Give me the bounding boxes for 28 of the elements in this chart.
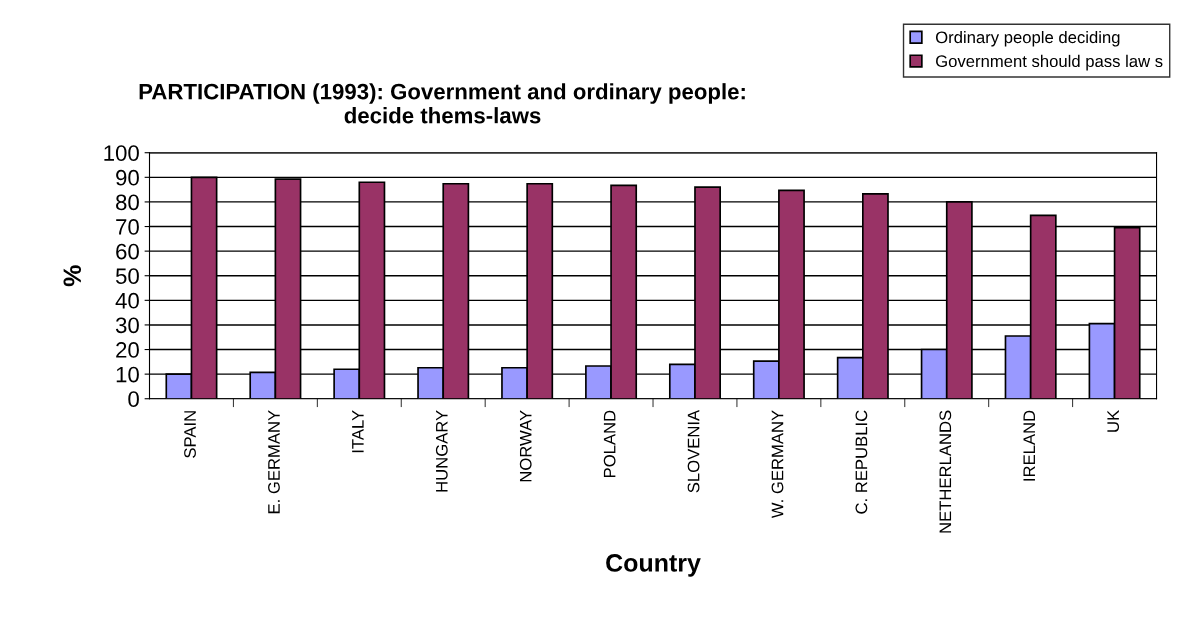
y-tick-label: 10 — [116, 366, 139, 383]
chart-title: PARTICIPATION (1993): Government and ordinary people: decide thems-laws — [139, 83, 745, 124]
y-tick-label: 30 — [115, 317, 139, 334]
y-tick-label: 90 — [116, 169, 139, 186]
x-tick-label: W. GERMANY — [771, 410, 784, 519]
x-tick-label: E. GERMANY — [268, 410, 280, 514]
x-tick-label: IRELAND — [1023, 410, 1035, 481]
x-tick-label: SPAIN — [184, 411, 196, 458]
x-tick-label: SLOVENIA — [687, 409, 700, 493]
x-tick-label: ITALY — [352, 410, 364, 453]
y-tick-label: 70 — [116, 219, 139, 235]
y-tick-label: 20 — [116, 342, 139, 358]
y-tick-label: 80 — [116, 194, 139, 211]
x-axis-title: Country — [606, 554, 701, 577]
y-tick-label: 0 — [128, 391, 139, 408]
x-tick-label: UK — [1107, 410, 1120, 432]
y-axis-title: % — [63, 265, 82, 287]
x-tick-label: POLAND — [603, 410, 616, 478]
y-tick-label: 60 — [116, 243, 139, 260]
y-tick-label: 40 — [115, 292, 139, 309]
x-tick-label: HUNGARY — [435, 410, 448, 492]
x-tick-label: NETHERLANDS — [939, 410, 952, 533]
x-tick-label: C. REPUBLIC — [855, 410, 868, 514]
y-tick-label: 100 — [104, 145, 139, 161]
x-tick-label: NORWAY — [519, 410, 532, 482]
legend-label: Ordinary people deciding — [935, 30, 1120, 47]
y-tick-label: 50 — [115, 268, 139, 284]
legend-label: Government should pass law s — [936, 54, 1163, 71]
